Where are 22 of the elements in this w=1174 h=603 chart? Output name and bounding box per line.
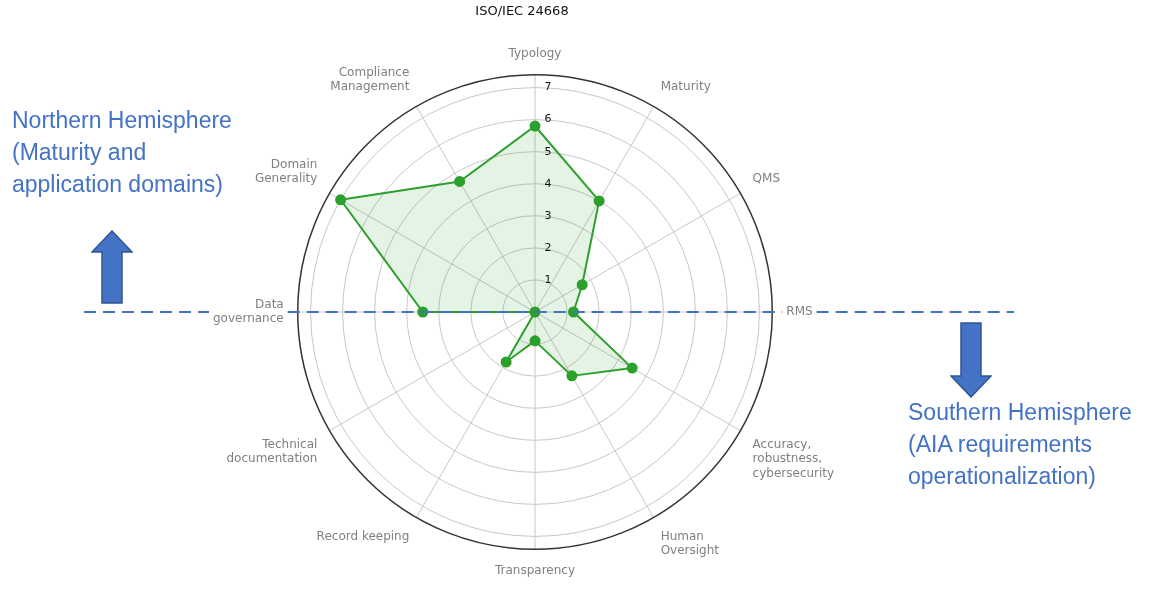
spoke-label: Human Oversight xyxy=(660,528,720,558)
y-tick-label: 5 xyxy=(544,144,552,158)
spoke-label: Data governance xyxy=(212,296,284,326)
y-tick-label: 7 xyxy=(544,80,552,94)
y-tick-label: 4 xyxy=(544,176,552,190)
text: Southern Hemisphere (AIA requirements operationalization) xyxy=(908,398,1132,491)
spoke-label: Transparency xyxy=(493,562,576,577)
spoke-label: Domain Generality xyxy=(254,156,318,186)
chart-title: ISO/IEC 24668 xyxy=(475,3,569,19)
spoke-label: Typology xyxy=(507,45,562,60)
spoke-label: Compliance Management xyxy=(330,64,410,94)
spoke-label: Accuracy, robustness, cybersecurity xyxy=(752,436,835,480)
spoke-label: RMS xyxy=(786,304,813,319)
y-tick-label: 1 xyxy=(544,272,552,286)
y-tick-label: 6 xyxy=(544,112,552,126)
spoke-label: Technical documentation xyxy=(226,436,318,466)
text: Northern Hemisphere (Maturity and application domains) xyxy=(12,106,232,199)
y-tick-label: 2 xyxy=(544,240,552,254)
spoke-label: QMS xyxy=(752,171,781,186)
spoke-label: Maturity xyxy=(660,79,711,94)
y-tick-label: 3 xyxy=(544,208,552,222)
spoke-label: Record keeping xyxy=(316,528,410,543)
